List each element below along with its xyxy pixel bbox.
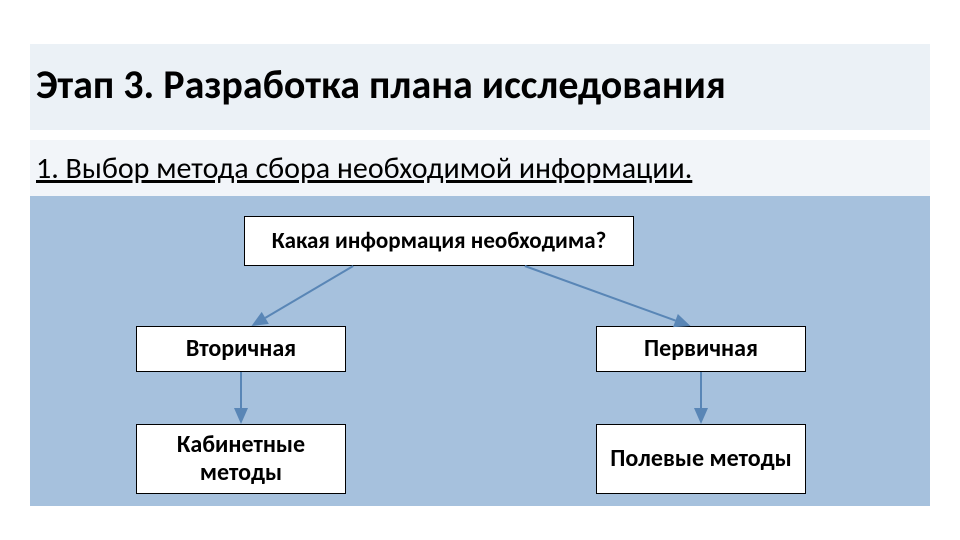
arrow-layer — [0, 0, 960, 540]
slide: Этап 3. Разработка плана исследования 1.… — [0, 0, 960, 540]
